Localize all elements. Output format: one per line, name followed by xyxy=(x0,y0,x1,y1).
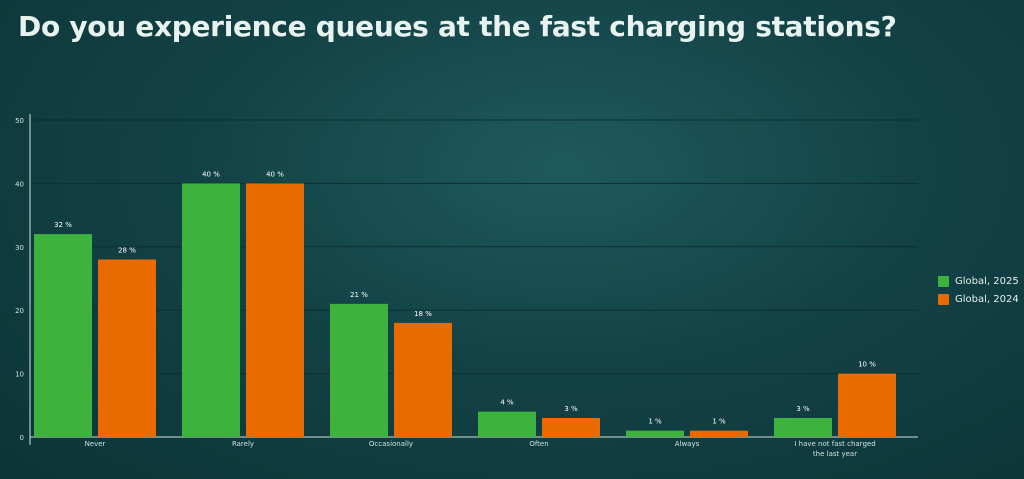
bar-2025 xyxy=(626,430,684,437)
y-tick-label: 0 xyxy=(20,434,24,442)
bar-value-label: 1 % xyxy=(712,418,726,426)
bar-2025 xyxy=(774,417,832,437)
y-tick-label: 20 xyxy=(15,307,24,315)
legend-item-2025[interactable]: Global, 2025 xyxy=(938,272,1019,290)
legend-label-2025: Global, 2025 xyxy=(955,275,1019,287)
bar-value-label: 10 % xyxy=(858,361,876,369)
bar-value-label: 40 % xyxy=(266,170,284,178)
legend-swatch-2024 xyxy=(938,293,949,305)
bar-value-label: 4 % xyxy=(500,399,514,407)
legend-swatch-2025 xyxy=(938,275,949,287)
chart-title: Do you experience queues at the fast cha… xyxy=(18,10,897,43)
x-tick-label: Always xyxy=(675,440,700,448)
bar-2024 xyxy=(838,373,896,437)
bar-value-label: 21 % xyxy=(350,291,368,299)
bar-value-label: 18 % xyxy=(414,310,432,318)
legend-label-2024: Global, 2024 xyxy=(955,293,1019,305)
y-tick-label: 40 xyxy=(15,180,24,188)
bar-value-label: 28 % xyxy=(118,246,136,254)
y-tick-label: 50 xyxy=(15,117,24,125)
bar-2024 xyxy=(542,417,600,437)
bar-2025 xyxy=(34,234,92,437)
bar-2024 xyxy=(690,430,748,437)
x-tick-label: I have not fast charged the last year xyxy=(794,440,875,458)
bar-2025 xyxy=(330,303,388,437)
bar-value-label: 3 % xyxy=(796,405,810,413)
bar-value-label: 40 % xyxy=(202,170,220,178)
bar-2024 xyxy=(246,183,304,437)
x-tick-label: Often xyxy=(529,440,548,448)
x-tick-label: Never xyxy=(85,440,106,448)
bar-2025 xyxy=(478,411,536,437)
bar-2024 xyxy=(98,259,156,437)
x-tick-label: Occasionally xyxy=(369,440,413,448)
chart-legend: Global, 2025 Global, 2024 xyxy=(938,272,1019,308)
bar-value-label: 32 % xyxy=(54,221,72,229)
bar-value-label: 1 % xyxy=(648,418,662,426)
bar-value-label: 3 % xyxy=(564,405,578,413)
legend-item-2024[interactable]: Global, 2024 xyxy=(938,290,1019,308)
bar-2024 xyxy=(394,322,452,437)
y-tick-label: 30 xyxy=(15,244,24,252)
y-tick-label: 10 xyxy=(15,371,24,379)
bar-2025 xyxy=(182,183,240,437)
x-tick-label: Rarely xyxy=(232,440,254,448)
